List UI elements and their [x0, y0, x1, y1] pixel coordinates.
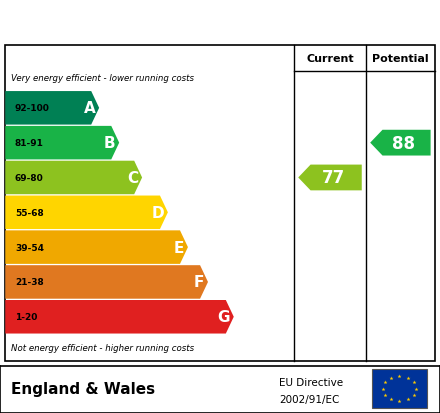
- Text: 81-91: 81-91: [15, 139, 44, 148]
- Polygon shape: [5, 231, 188, 264]
- Polygon shape: [5, 126, 119, 160]
- Text: 2002/91/EC: 2002/91/EC: [279, 394, 340, 404]
- Text: 1-20: 1-20: [15, 313, 37, 321]
- Text: 21-38: 21-38: [15, 278, 44, 287]
- Text: Very energy efficient - lower running costs: Very energy efficient - lower running co…: [11, 74, 194, 83]
- Polygon shape: [5, 161, 142, 195]
- Text: G: G: [218, 309, 230, 325]
- Text: Not energy efficient - higher running costs: Not energy efficient - higher running co…: [11, 344, 194, 352]
- Text: 92-100: 92-100: [15, 104, 50, 113]
- Polygon shape: [298, 165, 362, 191]
- Text: A: A: [84, 101, 95, 116]
- Polygon shape: [5, 300, 234, 334]
- Text: 55-68: 55-68: [15, 208, 44, 217]
- Text: England & Wales: England & Wales: [11, 382, 155, 396]
- Text: D: D: [152, 205, 165, 220]
- Text: B: B: [104, 136, 116, 151]
- Polygon shape: [5, 92, 99, 125]
- Text: 77: 77: [322, 169, 345, 187]
- Text: EU Directive: EU Directive: [279, 377, 344, 387]
- Text: 88: 88: [392, 134, 415, 152]
- Text: Current: Current: [306, 54, 354, 64]
- Polygon shape: [5, 266, 208, 299]
- Text: Potential: Potential: [372, 54, 429, 64]
- Text: C: C: [128, 171, 139, 185]
- Polygon shape: [5, 196, 168, 230]
- Text: Energy Efficiency Rating: Energy Efficiency Rating: [11, 12, 270, 30]
- Text: 69-80: 69-80: [15, 173, 44, 183]
- Text: E: E: [174, 240, 184, 255]
- Bar: [372, 369, 427, 408]
- Text: F: F: [194, 275, 205, 290]
- Polygon shape: [370, 131, 431, 156]
- Text: 39-54: 39-54: [15, 243, 44, 252]
